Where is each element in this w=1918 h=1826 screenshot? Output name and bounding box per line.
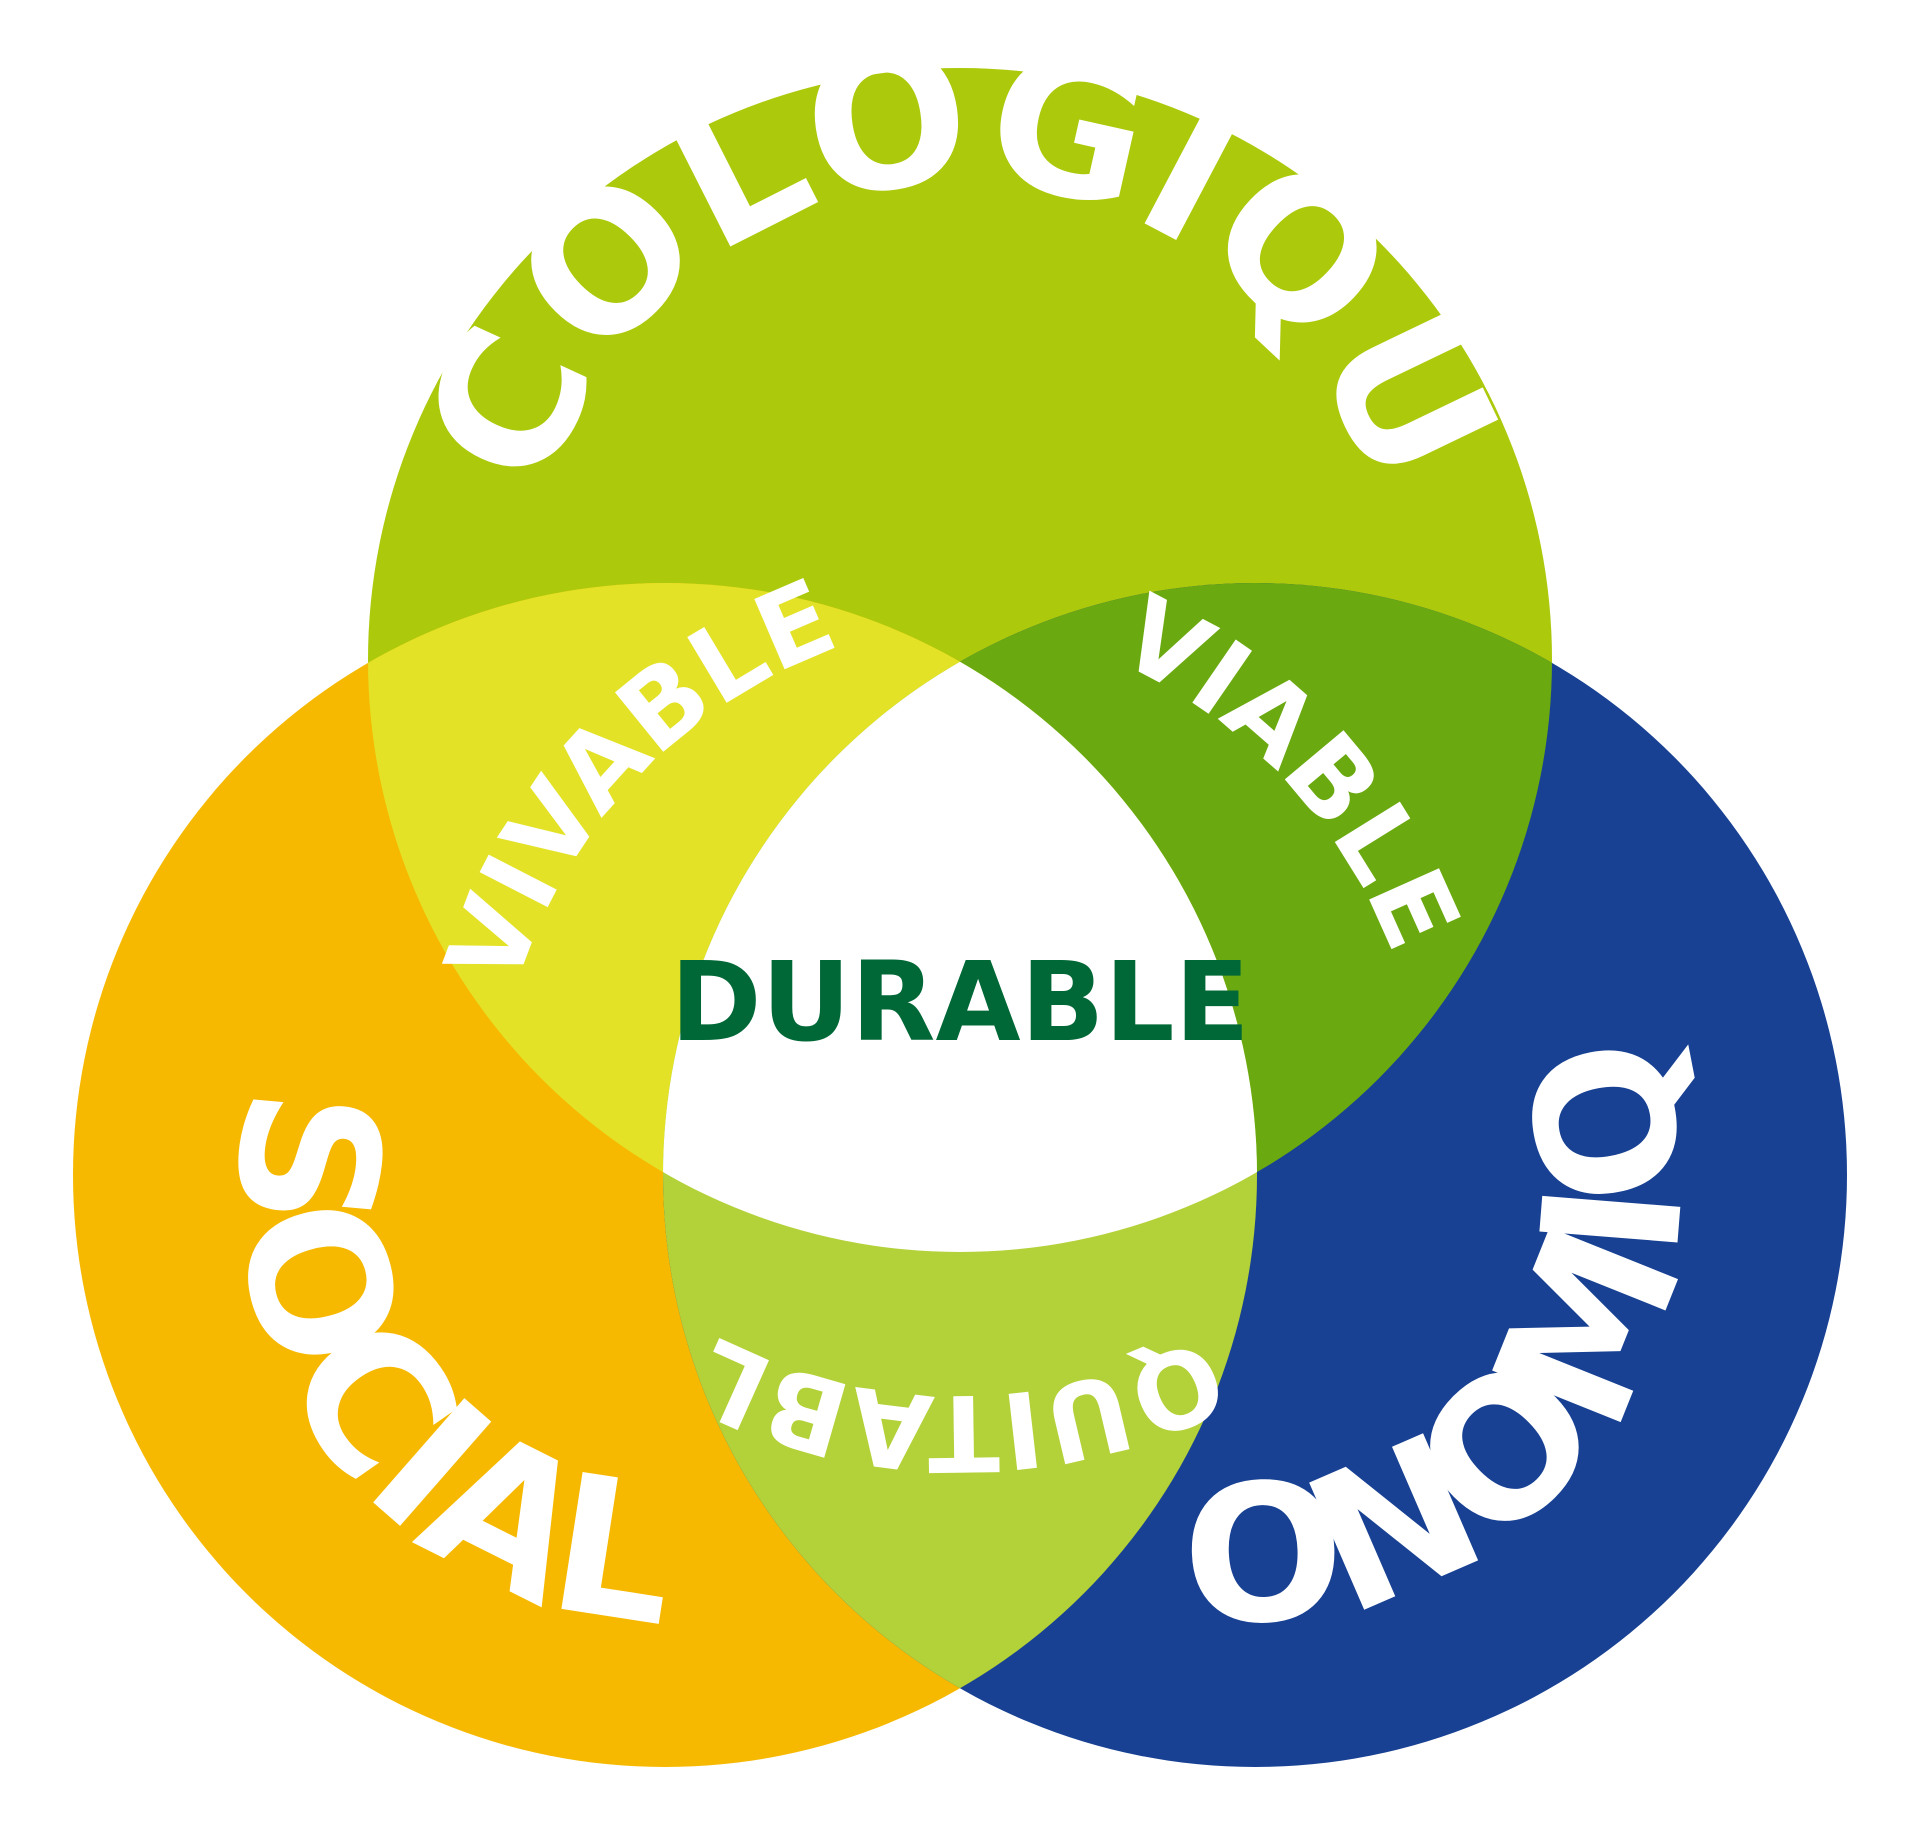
label-durable: DURABLE	[670, 938, 1250, 1066]
